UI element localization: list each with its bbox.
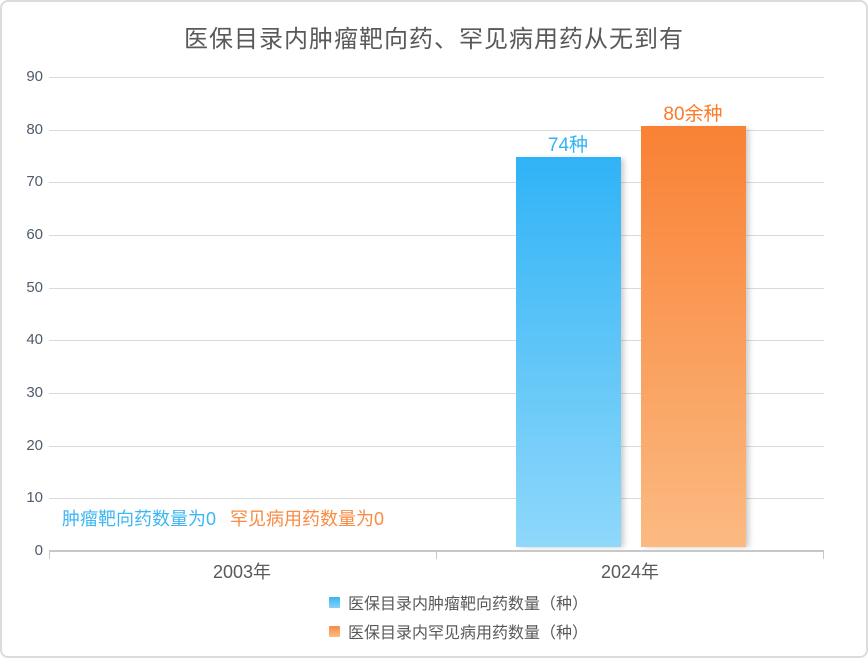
gridline-30: [49, 393, 824, 394]
x-axis-label-2024: 2024年: [600, 562, 660, 582]
y-tick-label-0: 0: [34, 542, 43, 559]
x-axis-line: [49, 550, 824, 552]
legend-label-tumor: 医保目录内肿瘤靶向药数量（种）: [348, 596, 589, 613]
gridline-40: [49, 340, 824, 342]
y-tick-label-30: 30: [26, 384, 43, 401]
gridline-20: [49, 445, 824, 447]
x-axis-tick-left: [49, 552, 50, 559]
y-tick-label-50: 50: [26, 278, 43, 296]
x-axis-tick-right: [823, 552, 824, 559]
legend-label-rare: 医保目录内罕见病用药数量（种）: [348, 625, 589, 642]
gridline-70: [49, 182, 824, 184]
chart-title: 医保目录内肿瘤靶向药、罕见病用药从无到有: [184, 26, 684, 53]
legend-swatch-orange-icon: [329, 625, 340, 637]
gridline-90: [49, 77, 824, 78]
y-tick-label-80: 80: [26, 120, 43, 138]
y-tick-label-40: 40: [26, 331, 43, 349]
y-tick-label-90: 90: [26, 68, 43, 85]
legend-swatch-blue-icon: [329, 596, 340, 608]
gridline-80: [49, 129, 824, 131]
x-axis-tick-middle: [436, 552, 437, 559]
bar-value-label-tumor: 74种: [547, 135, 589, 157]
y-tick-label-70: 70: [26, 173, 43, 191]
x-axis-label-2003: 2003年: [212, 562, 272, 582]
gridline-60: [49, 235, 824, 236]
y-tick-label-60: 60: [26, 226, 43, 243]
chart-legend: 医保目录内肿瘤靶向药数量（种） 医保目录内罕见病用药数量（种）: [329, 592, 589, 642]
zero-annotation-tumor: 肿瘤靶向药数量为0: [62, 509, 217, 529]
zero-annotation-rare: 罕见病用药数量为0: [230, 509, 385, 529]
gridline-10: [49, 498, 824, 500]
bar-value-label-rare: 80余种: [663, 103, 723, 125]
legend-item-rare: 医保目录内罕见病用药数量（种）: [329, 621, 589, 642]
bar-2024-tumor: [515, 157, 621, 547]
bar-2024-rare: [640, 125, 746, 547]
legend-item-tumor: 医保目录内肿瘤靶向药数量（种）: [329, 592, 589, 613]
y-tick-label-10: 10: [26, 489, 43, 507]
gridline-50: [49, 287, 824, 289]
y-tick-label-20: 20: [26, 436, 43, 454]
